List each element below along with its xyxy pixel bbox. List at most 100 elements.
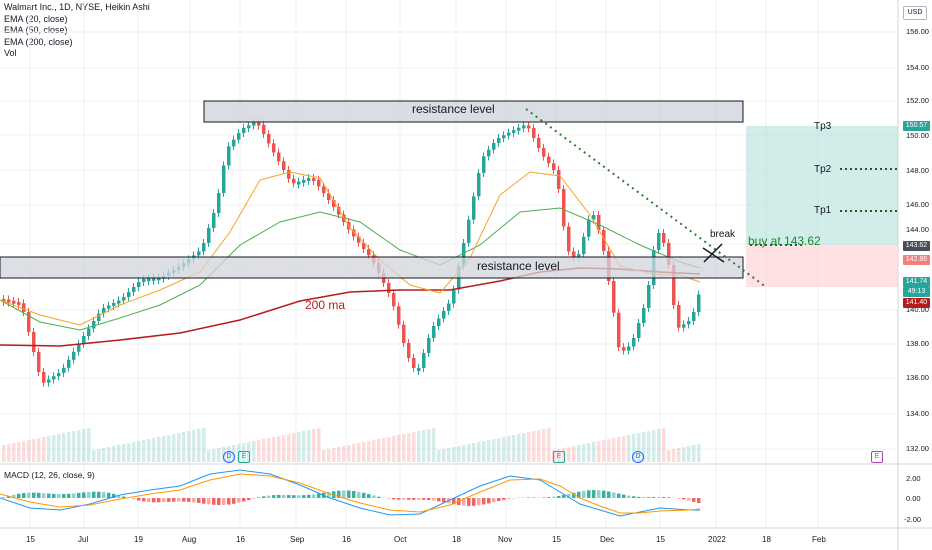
symbol-title[interactable]: Walmart Inc., 1D, NYSE, Heikin Ashi	[4, 2, 150, 12]
macd-histogram-bar	[217, 498, 221, 506]
candle	[662, 233, 666, 243]
macd-histogram-bar	[287, 495, 291, 498]
macd-histogram-bar	[187, 498, 191, 502]
candle	[467, 219, 471, 243]
volume-bar	[412, 432, 416, 462]
volume-bar	[382, 438, 386, 462]
candle	[137, 282, 141, 287]
candle	[412, 358, 416, 368]
candle	[672, 265, 676, 305]
candle	[27, 312, 31, 332]
time-axis-label: 15	[26, 535, 35, 544]
volume-bar	[662, 428, 666, 462]
macd-histogram-bar	[17, 493, 21, 498]
candle	[667, 243, 671, 265]
candle	[332, 199, 336, 207]
time-axis-label: 19	[134, 535, 143, 544]
volume-bar	[12, 443, 16, 462]
candle	[247, 125, 251, 129]
candle	[47, 379, 51, 383]
macd-histogram-bar	[2, 497, 6, 498]
macd-histogram-bar	[157, 498, 161, 503]
volume-bar	[627, 435, 631, 462]
macd-histogram-bar	[567, 493, 571, 498]
volume-bar	[162, 436, 166, 462]
volume-bar	[462, 445, 466, 462]
entry-price-tag: 143.62	[903, 241, 930, 251]
volume-bar	[507, 436, 511, 462]
volume-bar	[17, 442, 21, 462]
candle	[677, 305, 681, 328]
macd-histogram-bar	[662, 497, 666, 498]
volume-bar	[567, 447, 571, 462]
candle	[357, 236, 361, 243]
candle	[302, 179, 306, 183]
price-axis-label: 148.00	[906, 166, 929, 175]
volume-bar	[267, 438, 271, 462]
price-axis-label: 150.00	[906, 131, 929, 140]
ema200-price-tag: 141.40	[903, 298, 930, 308]
macd-histogram-bar	[262, 496, 266, 498]
macd-histogram-bar	[312, 494, 316, 498]
candle	[272, 143, 276, 153]
ema200-legend[interactable]: EMA (200, close)	[4, 36, 73, 47]
ema20-legend[interactable]: EMA (20, close)	[4, 13, 68, 24]
candle	[697, 294, 701, 312]
candle	[432, 326, 436, 338]
volume-bar	[632, 434, 636, 462]
earnings-event-icon[interactable]: E	[871, 451, 883, 463]
candle	[232, 139, 236, 147]
earnings-event-icon[interactable]: E	[553, 451, 565, 463]
signal-line	[0, 473, 701, 514]
volume-bar	[617, 437, 621, 462]
volume-bar	[27, 440, 31, 462]
volume-bar	[177, 433, 181, 462]
currency-button[interactable]: USD	[903, 6, 927, 20]
volume-legend[interactable]: Vol	[4, 48, 17, 58]
candle	[282, 161, 286, 170]
candle	[557, 170, 561, 189]
macd-histogram-bar	[602, 490, 606, 498]
macd-histogram-bar	[27, 492, 31, 498]
volume-bar	[327, 449, 331, 462]
dividend-event-icon[interactable]: D	[223, 451, 235, 463]
macd-histogram-bar	[12, 494, 16, 498]
volume-bar	[92, 450, 96, 462]
macd-histogram-bar	[152, 498, 156, 503]
volume-bar	[262, 439, 266, 462]
volume-bar	[387, 437, 391, 462]
candle	[77, 343, 81, 352]
time-axis-label: Feb	[812, 535, 826, 544]
volume-bar	[87, 428, 91, 462]
candle	[422, 353, 426, 368]
macd-histogram-bar	[607, 491, 611, 498]
volume-bar	[212, 449, 216, 462]
macd-histogram-bar	[342, 490, 346, 498]
macd-histogram-bar	[587, 490, 591, 498]
macd-histogram-bar	[547, 497, 551, 498]
volume-bar	[342, 446, 346, 462]
macd-histogram-bar	[412, 498, 416, 500]
ema50-legend[interactable]: EMA (50, close)	[4, 25, 68, 35]
candle	[82, 336, 86, 344]
candle	[582, 236, 586, 255]
volume-bar	[512, 435, 516, 462]
candle	[12, 300, 16, 304]
dividend-event-icon[interactable]: D	[632, 451, 644, 463]
macd-histogram-bar	[427, 498, 431, 501]
macd-legend[interactable]: MACD (12, 26, close, 9)	[4, 470, 95, 480]
volume-bar	[557, 449, 561, 462]
volume-bar	[182, 432, 186, 462]
volume-bar	[127, 443, 131, 462]
volume-bar	[672, 449, 676, 462]
price-axis-label: 136.00	[906, 373, 929, 382]
candle	[577, 254, 581, 258]
macd-histogram-bar	[477, 498, 481, 506]
volume-bar	[252, 441, 256, 462]
candle	[142, 278, 146, 282]
earnings-event-icon[interactable]: E	[238, 451, 250, 463]
macd-histogram-bar	[257, 497, 261, 498]
macd-histogram-bar	[432, 498, 436, 501]
